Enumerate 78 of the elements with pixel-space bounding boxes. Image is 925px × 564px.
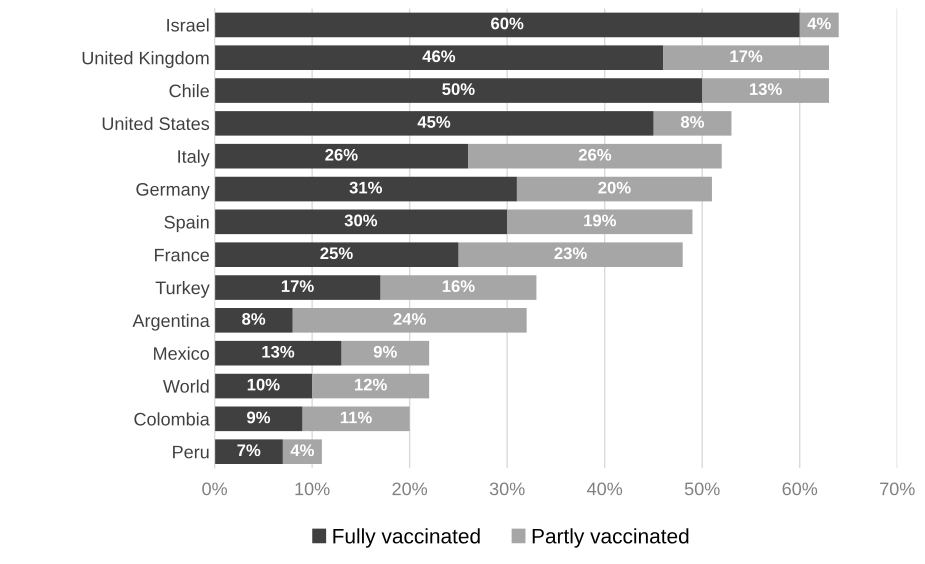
data-label: 4% (807, 18, 831, 30)
y-tick-label: Mexico (154, 346, 209, 360)
bar (214, 242, 458, 268)
bar (507, 210, 692, 234)
x-tick-label: 30% (490, 482, 525, 496)
y-tick-label: United Kingdom (82, 51, 209, 68)
y-tick-label: Chile (170, 84, 209, 98)
data-label: 19% (584, 214, 616, 226)
data-label: 7% (237, 444, 260, 456)
data-label: 24% (394, 313, 426, 325)
y-tick-label: Colombia (134, 412, 210, 426)
bar (302, 406, 410, 432)
x-tick-label: 50% (684, 482, 720, 496)
data-label: 20% (598, 182, 631, 194)
bar (214, 144, 468, 169)
bar (516, 176, 712, 202)
y-tick-label: Turkey (156, 280, 210, 298)
bar (380, 275, 536, 300)
y-tick-label: World (162, 379, 209, 393)
data-label: 25% (320, 247, 353, 260)
bar (214, 374, 312, 398)
y-tick-label: Germany (136, 182, 210, 200)
bar (702, 78, 829, 103)
bar (214, 12, 800, 38)
x-tick-label: 60% (782, 482, 818, 496)
data-label: 4% (290, 444, 314, 456)
data-label: 12% (355, 378, 387, 390)
bar (312, 374, 430, 398)
legend-label: Fully vaccinated (333, 528, 480, 548)
bar (214, 45, 664, 70)
data-label: 13% (262, 346, 294, 358)
bar (292, 308, 527, 333)
bar (458, 242, 683, 268)
data-label: 30% (344, 214, 378, 226)
bar (214, 406, 302, 432)
y-tick-label: France (155, 248, 209, 262)
x-tick-label: 10% (295, 482, 330, 496)
bar (214, 210, 508, 234)
data-label: 17% (730, 50, 762, 62)
data-label: 31% (349, 182, 382, 194)
data-label: 45% (418, 116, 450, 128)
data-label: 16% (442, 280, 475, 292)
x-tick-label: 40% (587, 482, 622, 496)
data-label: 9% (247, 412, 270, 424)
bar (468, 144, 722, 169)
bar (214, 275, 380, 300)
y-tick-label: Argentina (132, 314, 210, 331)
data-label: 8% (680, 116, 704, 128)
data-label: 17% (282, 280, 314, 292)
bar (214, 111, 654, 136)
data-label: 8% (242, 313, 266, 325)
data-label: 60% (491, 18, 524, 30)
data-label: 10% (248, 378, 280, 391)
data-label: 13% (750, 83, 782, 96)
data-label: 50% (442, 83, 475, 96)
y-tick-label: Israel (167, 18, 209, 32)
y-tick-label: Italy (178, 150, 210, 166)
bar (214, 176, 517, 202)
data-label: 11% (340, 412, 372, 424)
data-label: 46% (422, 50, 456, 62)
data-label: 26% (578, 148, 612, 161)
bar (653, 111, 732, 136)
y-tick-label: Peru (173, 446, 209, 458)
bar (214, 439, 283, 464)
bar (214, 340, 342, 366)
x-tick-label: 70% (880, 482, 915, 496)
x-tick-label: 0% (202, 482, 228, 496)
y-tick-label: Spain (164, 215, 209, 232)
x-tick-label: 20% (392, 482, 428, 496)
data-label: 23% (554, 247, 587, 260)
legend-label: Partly vaccinated (532, 528, 688, 548)
bar (341, 340, 430, 366)
bar (663, 45, 829, 70)
bar (214, 78, 702, 103)
data-label: 9% (374, 346, 397, 358)
y-tick-label: United States (102, 116, 210, 130)
bar (214, 308, 293, 333)
data-label: 26% (325, 148, 358, 161)
